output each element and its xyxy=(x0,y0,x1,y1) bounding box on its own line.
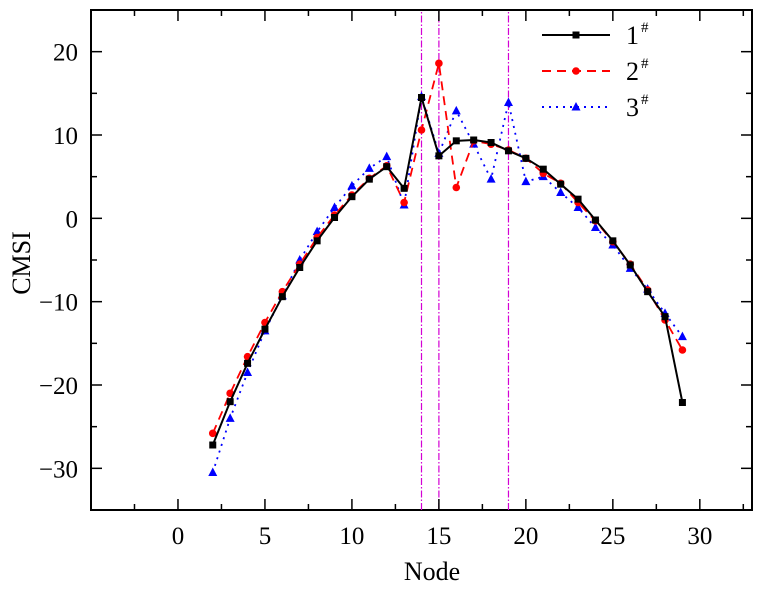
series-3-point xyxy=(208,467,218,476)
series-1-point xyxy=(400,184,408,192)
legend: 1 #2 #3 # xyxy=(542,20,649,122)
series-3-point xyxy=(677,331,687,341)
series-3-point xyxy=(330,202,340,211)
x-axis-title: Node xyxy=(404,557,460,586)
series-2-point xyxy=(417,126,426,134)
series-1-point xyxy=(244,359,252,367)
series-3-point xyxy=(347,180,357,190)
series-1-point xyxy=(226,398,234,406)
y-tick-label: −30 xyxy=(39,456,78,483)
series-3-point xyxy=(486,174,496,183)
legend-marker-2 xyxy=(572,67,580,75)
series-2-point xyxy=(435,59,443,68)
legend-label-sup-3: # xyxy=(641,92,649,108)
series-1-point xyxy=(487,139,495,146)
legend-label-sup-1: # xyxy=(641,20,649,36)
series-1-point xyxy=(383,163,391,171)
series-1-point xyxy=(296,264,304,271)
y-tick-label: −10 xyxy=(39,290,78,317)
series-2-point xyxy=(208,429,217,438)
series-3-point xyxy=(590,222,600,231)
series-1-point xyxy=(418,94,425,101)
series-1-point xyxy=(435,152,443,160)
x-tick-label: 5 xyxy=(259,523,272,550)
series-3-point xyxy=(503,97,513,106)
series-1-point xyxy=(661,313,669,321)
series-1-point xyxy=(348,193,356,201)
series-1-point xyxy=(331,214,339,221)
series-2-point xyxy=(452,183,461,192)
series-3 xyxy=(208,91,687,476)
series-1-point xyxy=(574,195,582,203)
x-tick-label: 25 xyxy=(600,523,625,550)
legend-label-1: 1 xyxy=(626,21,639,50)
legend-marker-1 xyxy=(572,31,580,39)
axis-ticks: 0 5 10 15 20 25 30 −30 −20 −10 0 10 20 xyxy=(39,9,752,550)
legend-label-3: 3 xyxy=(626,93,639,122)
series-1-point xyxy=(470,136,478,144)
series-3-point xyxy=(225,413,235,422)
x-tick-label: 10 xyxy=(339,523,364,550)
y-tick-label: 10 xyxy=(53,123,78,150)
plot-area xyxy=(90,9,753,511)
series-1-point xyxy=(678,399,686,406)
legend-label-2: 2 xyxy=(626,57,639,86)
series-3-line xyxy=(211,95,684,473)
series-1-point xyxy=(626,261,634,269)
series-1 xyxy=(209,94,686,449)
series-2-point xyxy=(400,198,408,207)
series-2-point xyxy=(678,346,687,354)
series-3-point xyxy=(451,105,461,115)
y-tick-label: −20 xyxy=(39,373,78,400)
series-3-point xyxy=(364,163,374,172)
series-1-point xyxy=(209,441,217,449)
series-1-point xyxy=(504,147,512,155)
y-axis-title: CMSI xyxy=(7,231,36,295)
series-1-point xyxy=(452,137,460,145)
series-3-point xyxy=(243,367,253,376)
series-1-point xyxy=(644,288,652,296)
series-1-point xyxy=(539,165,547,173)
series-1-point xyxy=(591,216,599,224)
series-1-point xyxy=(365,175,373,183)
x-tick-label: 15 xyxy=(426,523,451,550)
series-1-point xyxy=(557,180,565,188)
series-3-point xyxy=(382,151,392,161)
series-1-point xyxy=(522,154,530,162)
series-1-point xyxy=(313,237,321,245)
x-tick-label: 20 xyxy=(513,523,538,550)
series-3-point xyxy=(573,202,583,211)
series-1-point xyxy=(261,325,269,333)
y-tick-label: 20 xyxy=(53,40,78,67)
legend-marker-3 xyxy=(571,102,581,111)
series-3-point xyxy=(521,176,531,186)
x-tick-label: 30 xyxy=(687,523,712,550)
legend-label-sup-2: # xyxy=(641,56,649,72)
series-1-line xyxy=(211,96,684,446)
y-tick-label: 0 xyxy=(66,206,79,233)
series-1-point xyxy=(609,237,617,245)
series-3-point xyxy=(556,187,566,196)
series-3-point xyxy=(312,226,322,236)
series-1-point xyxy=(278,293,286,301)
x-tick-label: 0 xyxy=(172,523,185,550)
